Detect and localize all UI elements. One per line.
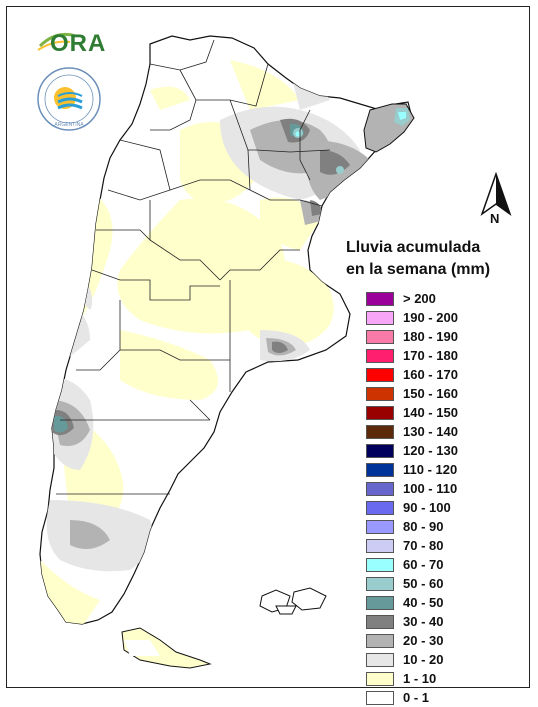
malvinas-islands [259,587,327,615]
legend-item: 190 - 200 [366,308,526,327]
legend-item: 50 - 60 [366,574,526,593]
legend-label: 10 - 20 [403,652,444,667]
legend-label: 90 - 100 [403,500,451,515]
legend-title-line2: en la semana (mm) [346,261,491,278]
legend-label: 20 - 30 [403,633,444,648]
legend-label: 130 - 140 [403,424,458,439]
legend-swatch [366,348,394,363]
legend-swatch [366,614,394,629]
legend-label: 170 - 180 [403,348,458,363]
legend-label: 0 - 1 [403,690,430,705]
legend-item: 70 - 80 [366,536,526,555]
legend-swatch [366,481,394,496]
legend-label: 30 - 40 [403,614,444,629]
legend-item: 150 - 160 [366,384,526,403]
legend-swatch [366,671,394,686]
legend-item: 80 - 90 [366,517,526,536]
legend-swatch [366,386,394,401]
legend-item: 100 - 110 [366,479,526,498]
legend-swatch [366,367,394,382]
legend-label: 150 - 160 [403,386,458,401]
legend-item: 30 - 40 [366,612,526,631]
legend-label: > 200 [403,291,436,306]
legend-label: 160 - 170 [403,367,458,382]
legend-label: 100 - 110 [403,481,458,496]
legend-label: 180 - 190 [403,329,458,344]
legend-label: 40 - 50 [403,595,444,610]
legend-label: 1 - 10 [403,671,437,686]
legend-item: 40 - 50 [366,593,526,612]
north-label: N [490,211,500,226]
legend-swatch [366,291,394,306]
legend-label: 60 - 70 [403,557,444,572]
legend-item: 0 - 1 [366,688,526,707]
legend-swatch [366,500,394,515]
legend-item: 130 - 140 [366,422,526,441]
legend-title: Lluvia acumulada en la semana (mm) [346,237,526,281]
legend-swatch [366,595,394,610]
legend-label: 140 - 150 [403,405,458,420]
legend-swatch [366,519,394,534]
legend-label: 80 - 90 [403,519,444,534]
legend-swatch [366,462,394,477]
legend-swatch [366,443,394,458]
ora-logo [37,32,77,51]
legend-swatch [366,690,394,705]
legend-item: 10 - 20 [366,650,526,669]
legend-label: 110 - 120 [403,462,458,477]
svg-text:ARGENTINA: ARGENTINA [54,122,84,128]
legend-title-line1: Lluvia acumulada [346,239,481,256]
legend-item: 20 - 30 [366,631,526,650]
legend-label: 70 - 80 [403,538,444,553]
legend-swatch [366,576,394,591]
legend-swatch [366,329,394,344]
legend-item: 170 - 180 [366,346,526,365]
legend-item: 1 - 10 [366,669,526,688]
north-arrow-icon [480,172,512,216]
legend-swatch [366,538,394,553]
smn-seal: ARGENTINA [37,67,101,131]
legend-swatch [366,652,394,667]
legend-item: > 200 [366,289,526,308]
legend: > 200 190 - 200 180 - 190 170 - 180 160 - 17… [366,289,526,707]
legend-item: 180 - 190 [366,327,526,346]
legend-label: 190 - 200 [403,310,458,325]
ora-logo-text: ORA [50,30,107,57]
legend-label: 50 - 60 [403,576,444,591]
legend-item: 160 - 170 [366,365,526,384]
legend-item: 90 - 100 [366,498,526,517]
legend-item: 110 - 120 [366,460,526,479]
tierra-del-fuego [121,627,212,669]
legend-swatch [366,424,394,439]
legend-item: 120 - 130 [366,441,526,460]
legend-label: 120 - 130 [403,443,458,458]
legend-item: 60 - 70 [366,555,526,574]
legend-item: 140 - 150 [366,403,526,422]
legend-swatch [366,405,394,420]
legend-swatch [366,633,394,648]
legend-swatch [366,557,394,572]
legend-swatch [366,310,394,325]
